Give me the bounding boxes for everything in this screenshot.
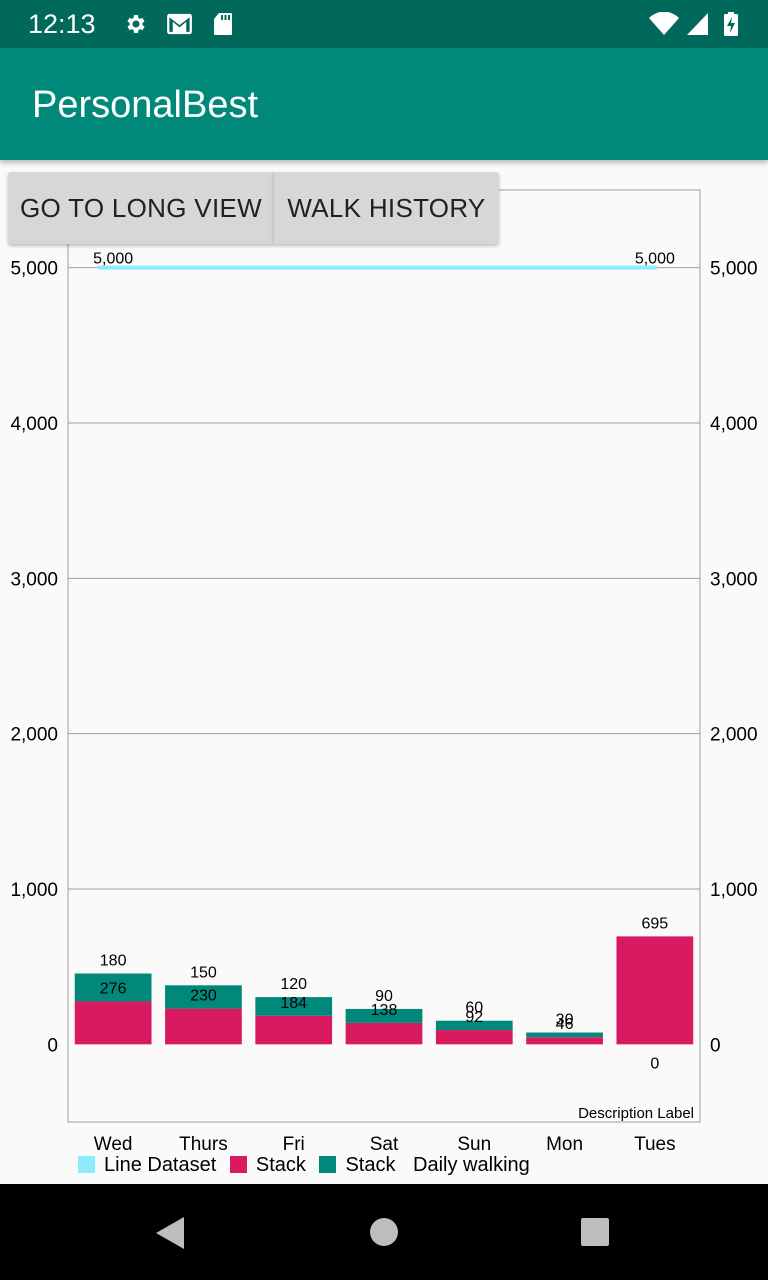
app-title: PersonalBest [32,84,259,126]
bar-segment [165,1008,242,1045]
bar-segment [435,1020,513,1031]
x-tick-label: Tues [634,1134,676,1155]
bar-segment [74,973,152,1002]
legend-label-line: Line Dataset [104,1154,217,1176]
y-tick-label-right: 0 [710,1035,721,1056]
bar-series [74,936,694,1045]
status-time: 12:13 [28,9,96,39]
wifi-icon [649,12,679,35]
x-tick-label: Fri [283,1134,305,1155]
y-tick-label-left: 5,000 [10,259,58,280]
grid-lines [68,267,700,890]
y-tick-label-right: 3,000 [710,569,758,590]
bar-segment [74,1001,152,1045]
bar-value-label: 90 [375,988,393,1005]
gmail-icon [167,13,192,35]
bar-value-label: 184 [280,995,307,1012]
bar-value-label: 138 [371,1002,398,1019]
walk-history-button[interactable]: WALK HISTORY [274,172,499,244]
legend-swatch-stack-1 [229,1156,247,1173]
bar-segment [255,1015,333,1045]
gear-icon [127,15,145,33]
bar-value-label: 92 [465,1009,483,1026]
bar-segment [616,936,694,1045]
recents-icon[interactable] [580,1217,610,1247]
x-tick-label: Thurs [179,1134,228,1155]
y-tick-label-left: 2,000 [10,725,58,746]
bar-value-label: 30 [556,1012,574,1029]
bar-value-label: 230 [190,988,217,1005]
line-end-label: 5,000 [635,251,675,268]
y-tick-label-left: 4,000 [10,414,58,435]
bar-value-label: 120 [280,976,307,993]
y-tick-label-left: 0 [47,1035,58,1056]
status-bar: 12:13 [0,0,768,48]
navigation-bar [0,1184,768,1280]
y-tick-label-left: 1,000 [10,880,58,901]
legend-swatch-stack-2 [319,1156,337,1173]
bar-segment [345,1022,423,1045]
bar-value-label: 46 [556,1016,574,1033]
y-tick-label-right: 4,000 [710,414,758,435]
y-tick-label-right: 5,000 [710,259,758,280]
bar-value-label: 180 [100,953,127,970]
sd-card-icon [214,13,232,35]
go-to-long-view-button[interactable]: GO TO LONG VIEW [8,172,274,244]
y-tick-label-left: 3,000 [10,569,58,590]
bar-chart[interactable]: 0 1,000 2,000 3,000 4,000 5,000 0 1,000 2,000 3,… [0,160,768,1184]
app-bar: PersonalBest [0,48,768,160]
legend-swatch-line [78,1156,95,1173]
signal-icon [687,13,708,35]
bar-segment [435,1030,513,1045]
x-tick-label: Sun [457,1134,491,1155]
description-label: Description Label [578,1105,694,1122]
bar-segment [526,1032,603,1038]
x-tick-label: Wed [94,1134,133,1155]
bar-value-label: 60 [465,1000,483,1017]
line-dataset: 5,000 5,000 [93,251,675,270]
back-icon[interactable] [154,1216,186,1250]
bar-segment [255,997,333,1016]
bar-value-label: 150 [190,964,217,981]
x-tick-label: Sat [370,1134,399,1155]
legend-daily-walking: Daily walking [413,1154,530,1176]
chart-frame [67,189,701,1123]
legend-label-stack-2: Stack [345,1154,396,1176]
legend-item-line: Line Dataset [78,1153,216,1177]
x-axis: Wed Thurs Fri Sat Sun Mon Tues [94,1134,676,1155]
bar-segment [526,1037,603,1045]
bar-value-label: 695 [642,915,669,932]
legend-item-stack-1: Stack [229,1153,306,1177]
bar-value-label: 0 [650,1055,659,1072]
y-axis-right: 0 1,000 2,000 3,000 4,000 5,000 [710,259,758,1057]
battery-charging-icon [724,12,738,36]
chart-legend: Line Dataset Stack Stack Daily walking [78,1153,530,1177]
legend-item-stack-2: Stack [319,1153,395,1177]
bar-segment [165,985,242,1009]
x-tick-label: Mon [546,1134,583,1155]
bar-segment [345,1008,423,1023]
y-axis-left: 0 1,000 2,000 3,000 4,000 5,000 [10,259,58,1057]
legend-label-stack-1: Stack [255,1154,306,1176]
y-tick-label-right: 2,000 [710,725,758,746]
line-start-label: 5,000 [93,251,133,268]
bar-value-label: 276 [100,980,127,997]
y-tick-label-right: 1,000 [710,880,758,901]
home-icon[interactable] [369,1217,399,1247]
